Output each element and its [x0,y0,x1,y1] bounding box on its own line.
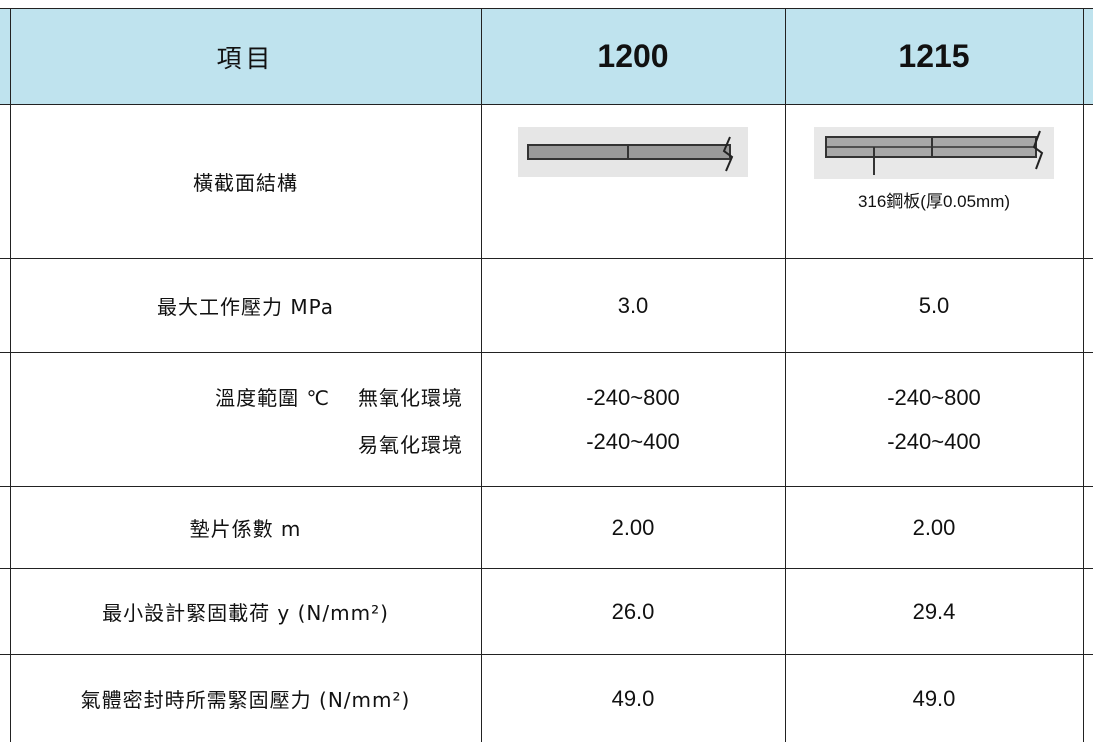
header-col-1200: 1200 [481,9,785,104]
value: -240~400 [887,428,981,454]
row-label: 氣體密封時所需緊固壓力 (N/mm²) [80,688,411,712]
value: 2.00 [611,514,655,540]
value: -240~400 [586,428,680,454]
grid-line [1083,8,1084,742]
value-cell: 49.0 [785,655,1083,742]
header-col1-label: 1200 [597,38,669,74]
row-label: 最大工作壓力 MPa [156,295,335,319]
row-label: 最小設計緊固載荷 y (N/mm²) [102,601,389,625]
value: -240~800 [887,384,981,410]
cross-section-1200-image [518,127,748,177]
temp-range-label: 溫度範圍 ℃ [215,385,330,410]
value-cell: -240~800 -240~400 [481,353,785,486]
value-cell: -240~800 -240~400 [785,353,1083,486]
row-label-cell: 最小設計緊固載荷 y (N/mm²) [10,569,481,654]
table-row: 最大工作壓力 MPa 3.0 5.0 [0,258,1093,352]
header-item: 項目 [10,9,481,104]
value-cell: 5.0 [785,259,1083,352]
row-label-cell: 墊片係數 m [10,487,481,568]
value: 29.4 [912,598,956,624]
row-label-cell: 最大工作壓力 MPa [10,259,481,352]
temp-env2-label: 易氧化環境 [358,432,463,457]
table-row: 墊片係數 m 2.00 2.00 [0,486,1093,568]
header-col2-label: 1215 [898,38,970,74]
table-row: 最小設計緊固載荷 y (N/mm²) 26.0 29.4 [0,568,1093,654]
temp-env1-label: 無氧化環境 [358,385,463,410]
row-label-cell: 橫截面結構 [10,105,481,258]
cross-section-1215-cell: 316鋼板(厚0.05mm) [785,105,1083,258]
header-col-1215: 1215 [785,9,1083,104]
row-label: 墊片係數 m [189,517,302,541]
grid-line [10,8,11,742]
grid-line [785,8,786,742]
value-cell: 26.0 [481,569,785,654]
row-label-cell: 氣體密封時所需緊固壓力 (N/mm²) [10,655,481,742]
grid-line [481,8,482,742]
value: 2.00 [912,514,956,540]
row-label: 橫截面結構 [193,171,298,195]
value: 49.0 [611,685,655,711]
header-item-label: 項目 [216,43,275,73]
value-cell: 2.00 [481,487,785,568]
table-row: 氣體密封時所需緊固壓力 (N/mm²) 49.0 49.0 [0,654,1093,742]
value: 3.0 [617,292,649,318]
value-cell: 3.0 [481,259,785,352]
temp-label-cell: 溫度範圍 ℃ 無氧化環境 易氧化環境 [10,353,481,486]
cross-section-1215-note: 316鋼板(厚0.05mm) [857,192,1011,211]
cross-section-1215-image [814,127,1054,179]
value: -240~800 [586,384,680,410]
value: 5.0 [918,292,950,318]
table-row: 橫截面結構 316鋼板(厚0.05mm) [0,104,1093,258]
value-cell: 49.0 [481,655,785,742]
table-row: 溫度範圍 ℃ 無氧化環境 易氧化環境 -240~800 -240~400 -24… [0,352,1093,486]
value: 49.0 [912,685,956,711]
value-cell: 29.4 [785,569,1083,654]
value: 26.0 [611,598,655,624]
cross-section-1200-cell [481,105,785,258]
value-cell: 2.00 [785,487,1083,568]
table-header-row: 項目 1200 1215 [0,8,1093,104]
